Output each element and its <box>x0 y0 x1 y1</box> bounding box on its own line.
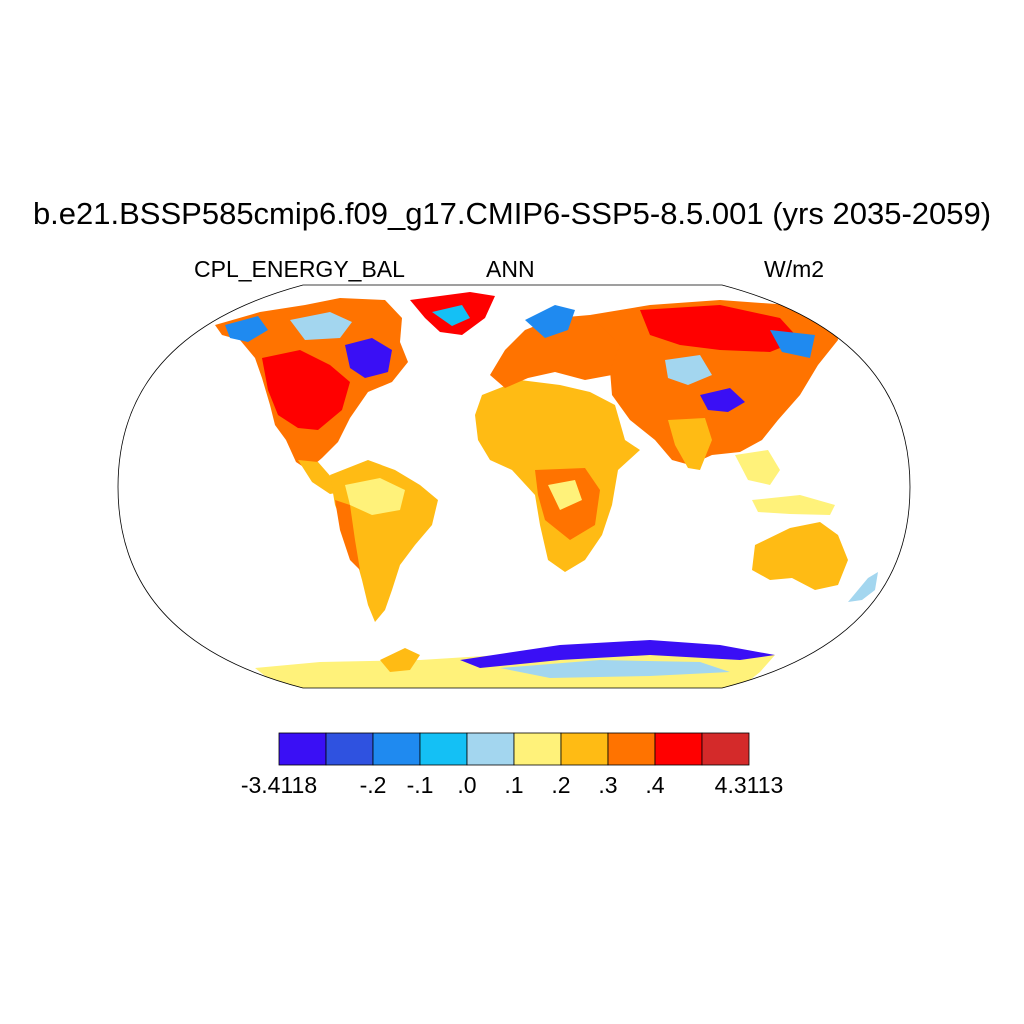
region-siberia-red <box>640 305 800 352</box>
plot-title: b.e21.BSSP585cmip6.f09_g17.CMIP6-SSP5-8.… <box>32 196 992 231</box>
region-australia <box>752 522 848 590</box>
region-europe <box>490 315 630 388</box>
colorbar-tick-label: 4.3113 <box>714 772 784 798</box>
colorbar-swatch <box>466 732 515 766</box>
colorbar-swatch <box>560 732 609 766</box>
region-antarctic-peninsula <box>380 648 420 672</box>
region-india <box>668 418 712 470</box>
colorbar-tick-label: .1 <box>504 772 524 798</box>
colorbar-tick-label: .4 <box>645 772 665 798</box>
colorbar-swatch <box>372 732 421 766</box>
colorbar-tick-label: -.2 <box>359 772 387 798</box>
region-canada-lightblue <box>290 312 352 340</box>
colorbar-swatch <box>419 732 468 766</box>
colorbar-swatch <box>654 732 703 766</box>
colorbar-tick-label: -3.4118 <box>240 772 318 798</box>
season-label: ANN <box>486 256 535 282</box>
colorbar-swatch <box>701 732 750 766</box>
region-tibet-blue <box>700 388 745 412</box>
region-scandinavia <box>525 305 575 338</box>
region-antarctica-lightblue <box>500 660 730 678</box>
colorbar-tick-label: .0 <box>457 772 477 798</box>
region-antarctica-coast-blue <box>460 640 775 668</box>
region-greenland-interior <box>432 305 470 326</box>
region-congo-pale <box>548 480 582 510</box>
region-alaska <box>225 316 268 342</box>
region-amazon-pale <box>345 478 405 515</box>
region-indonesia <box>752 495 835 515</box>
region-central-asia-lightblue <box>665 355 712 385</box>
colorbar-swatch <box>278 732 327 766</box>
region-east-siberia-blue <box>770 330 815 358</box>
colorbar-swatch <box>325 732 374 766</box>
colorbar-tick-label: .3 <box>598 772 618 798</box>
region-central-america <box>298 460 342 494</box>
region-north-america-red <box>262 350 350 430</box>
region-southeast-asia <box>735 450 780 485</box>
variable-name-label: CPL_ENERGY_BAL <box>194 256 405 282</box>
colorbar-tick-label: .2 <box>551 772 571 798</box>
colorbar-tick-label: -.1 <box>406 772 434 798</box>
colorbar-swatch <box>607 732 656 766</box>
region-hudson-blue <box>345 338 392 378</box>
colorbar-swatch <box>513 732 562 766</box>
units-label: W/m2 <box>764 256 825 282</box>
colorbar <box>278 732 750 766</box>
globe-outline <box>117 284 911 689</box>
map-land-field <box>215 292 878 688</box>
region-new-zealand <box>848 572 878 602</box>
region-andes-red <box>335 500 360 570</box>
